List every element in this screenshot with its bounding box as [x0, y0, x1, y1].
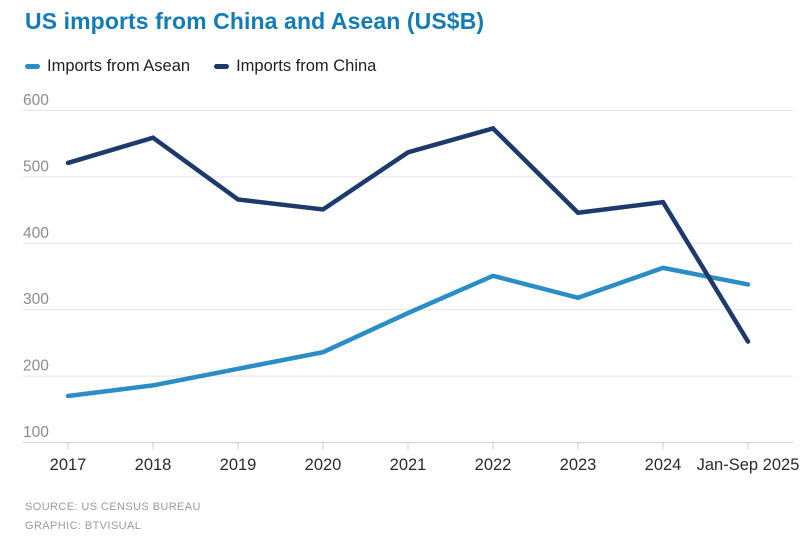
x-axis-label-2020: 2020: [305, 456, 342, 474]
x-axis-label-2019: 2019: [220, 456, 257, 474]
x-axis-label-2023: 2023: [560, 456, 597, 474]
china-series-line: [65, 125, 751, 344]
y-axis-label-600: 600: [23, 92, 49, 109]
asean-series-line: [65, 265, 751, 399]
legend-item-china: Imports from China: [214, 57, 376, 76]
legend: Imports from Asean Imports from China: [25, 57, 376, 76]
y-axis-label-300: 300: [23, 291, 49, 308]
china-series-swatch: [214, 64, 230, 69]
x-axis-label-Jan-Sep 2025: Jan-Sep 2025: [697, 456, 800, 474]
source-credit: SOURCE: US CENSUS BUREAU: [25, 501, 201, 513]
legend-label-china: Imports from China: [236, 57, 377, 75]
legend-item-asean: Imports from Asean: [25, 57, 190, 76]
x-axis-label-2018: 2018: [135, 456, 172, 474]
y-axis-label-100: 100: [23, 424, 49, 441]
asean-series-swatch: [25, 64, 40, 69]
chart-title: US imports from China and Asean (US$B): [25, 8, 485, 34]
legend-label-asean: Imports from Asean: [47, 57, 191, 75]
y-axis-label-400: 400: [23, 225, 49, 242]
graphic-credit: GRAPHIC: BTVISUAL: [25, 520, 142, 532]
x-axis-label-2021: 2021: [390, 456, 427, 474]
x-axis-label-2022: 2022: [475, 456, 512, 474]
x-axis-label-2024: 2024: [645, 456, 682, 474]
footer: SOURCE: US CENSUS BUREAU GRAPHIC: BTVISU…: [25, 498, 201, 536]
x-axis-label-2017: 2017: [50, 456, 87, 474]
y-axis-label-500: 500: [23, 158, 49, 175]
y-axis-label-200: 200: [23, 358, 49, 375]
